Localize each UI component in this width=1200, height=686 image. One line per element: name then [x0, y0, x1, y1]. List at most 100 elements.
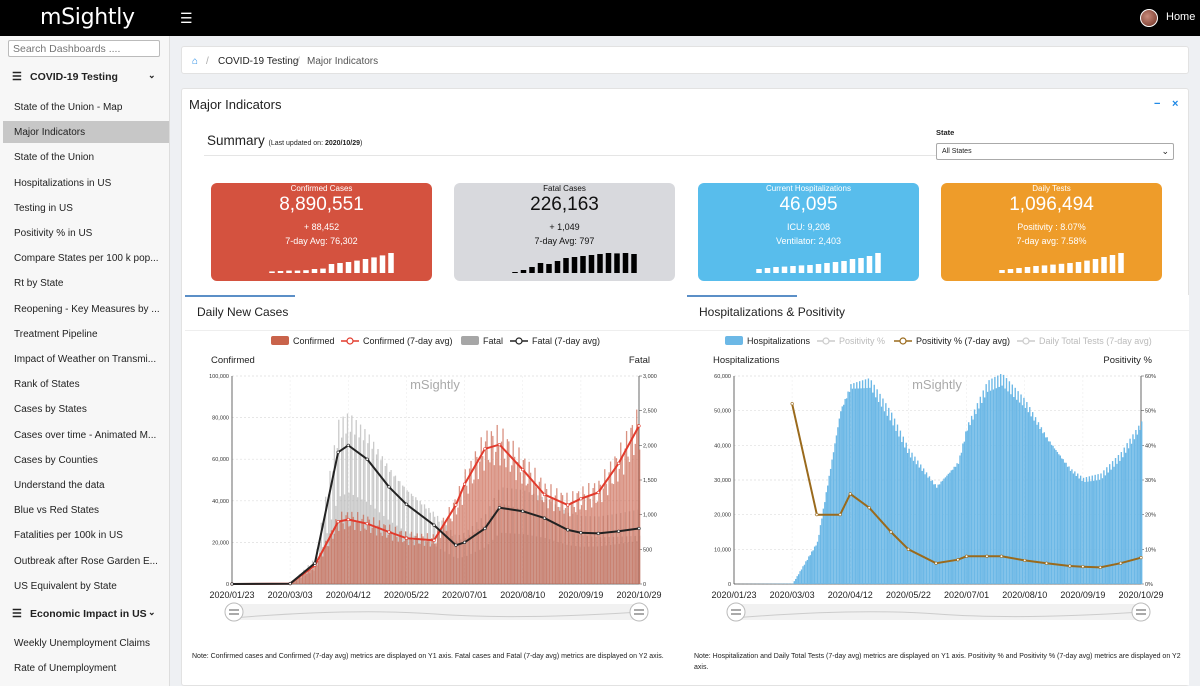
sidebar-item[interactable]: Cases by States — [14, 404, 87, 416]
hospitalization-bar — [880, 406, 883, 584]
sidebar-item[interactable]: Rate of Unemployment — [14, 663, 117, 675]
range-handle-left[interactable] — [726, 602, 746, 622]
range-handle-left[interactable] — [224, 602, 244, 622]
hospitalization-bar — [1068, 466, 1070, 584]
home-link[interactable]: Home — [1166, 11, 1196, 23]
chevron-down-icon: ⌄ — [1161, 146, 1169, 156]
confirmed-bar — [617, 481, 619, 584]
sidebar-item[interactable]: Blue vs Red States — [14, 505, 100, 517]
sparkline-bar — [546, 264, 552, 273]
confirmed-bar — [335, 519, 337, 584]
hospitalization-bar — [1005, 378, 1008, 584]
confirmed-bar — [357, 512, 359, 584]
breadcrumb-separator: / — [297, 56, 300, 67]
sidebar-item[interactable]: Impact of Weather on Transmi... — [14, 354, 157, 365]
sidebar-item[interactable]: Positivity % in US — [14, 228, 93, 239]
sidebar-item[interactable]: Compare States per 100 k pop... — [14, 253, 159, 265]
sidebar-item[interactable]: State of the Union — [14, 152, 95, 164]
fatal-bar — [341, 437, 343, 584]
app-logo[interactable]: mSightly — [40, 5, 135, 30]
sidebar-item[interactable]: Outbreak after Rose Garden E... — [14, 555, 158, 567]
confirmed-bar — [595, 502, 597, 584]
avatar[interactable] — [1140, 9, 1158, 27]
confirmed-bar — [428, 540, 430, 584]
confirmed-bar — [540, 477, 542, 584]
daily-new-cases-chart: Confirmed Confirmed (7-day avg) Fatal Fatal… — [209, 336, 662, 622]
confirmed-bar — [554, 495, 557, 584]
sparkline-bar — [1101, 257, 1107, 273]
fatal-avg-line-point — [365, 457, 369, 461]
menu-toggle-icon[interactable]: ☰ — [180, 10, 193, 26]
sparkline-bar — [756, 269, 762, 273]
confirmed-bar — [618, 468, 620, 584]
hospitalization-bar — [845, 398, 848, 584]
hospitalization-bar — [1052, 445, 1054, 584]
sidebar-item[interactable]: Cases by Counties — [14, 454, 98, 466]
hospitalization-bar — [1021, 405, 1024, 584]
hospitalization-bar — [1110, 469, 1112, 584]
sidebar-item[interactable]: Major Indicators — [3, 121, 169, 144]
search-input[interactable] — [8, 40, 160, 57]
legend-swatch[interactable] — [461, 336, 479, 345]
confirmed-bar — [406, 536, 408, 584]
sidebar-item[interactable]: Weekly Unemployment Claims — [14, 638, 150, 649]
sidebar-section-header[interactable]: ☰ Economic Impact in US ⌄ — [0, 602, 169, 626]
hospitalization-bar — [904, 447, 906, 584]
close-icon[interactable]: × — [1172, 98, 1179, 110]
sidebar-item[interactable]: US Equivalent by State — [14, 580, 117, 592]
sidebar-item[interactable]: Testing in US — [14, 202, 73, 214]
sidebar-item[interactable]: Reopening - Key Measures by ... — [14, 303, 160, 315]
sidebar-item[interactable]: Hospitalizations in US — [14, 177, 112, 189]
sidebar-item[interactable]: Understand the data — [14, 480, 105, 491]
hospitalization-bar — [1139, 429, 1141, 584]
minimize-icon[interactable]: − — [1154, 98, 1161, 110]
fatal-bar — [393, 476, 395, 584]
sidebar-item[interactable]: State of the Union - Map — [14, 102, 123, 113]
legend-swatch[interactable] — [725, 336, 743, 345]
confirmed-avg-line-point — [497, 443, 502, 447]
sparkline-bar — [1007, 269, 1014, 273]
confirmed-bar — [383, 524, 385, 584]
y2-axis-label: Fatal — [629, 355, 650, 366]
confirmed-bar — [435, 543, 437, 584]
range-handle-right[interactable] — [1131, 602, 1151, 622]
confirmed-bar — [436, 530, 439, 584]
confirmed-bar — [390, 531, 392, 584]
hospitalization-bar — [803, 564, 806, 584]
fatal-bar — [325, 496, 327, 584]
card-value: 46,095 — [779, 194, 838, 215]
sparkline-bar — [563, 258, 569, 273]
sidebar-item[interactable]: Treatment Pipeline — [14, 328, 98, 340]
sidebar-item[interactable]: Cases over time - Animated M... — [14, 429, 157, 441]
confirmed-bar — [620, 442, 622, 584]
sidebar-section-header[interactable]: ☰ COVID-19 Testing ⌄ — [0, 65, 169, 89]
hospitalization-bar — [1042, 433, 1044, 584]
sidebar-item[interactable]: Fatalities per 100k in US — [14, 530, 123, 542]
confirmed-bar — [426, 533, 429, 584]
y-tick-label: 40,000 — [714, 443, 731, 449]
positivity-avg-line-point — [838, 513, 842, 517]
legend-marker — [515, 337, 523, 345]
confirmed-bar — [509, 471, 511, 584]
state-select[interactable]: All States ⌄ — [936, 143, 1174, 160]
range-handle-right[interactable] — [629, 602, 649, 622]
hospitalization-bar — [1091, 475, 1093, 584]
fatal-avg-line-point — [387, 485, 391, 489]
hospitalization-bar — [1004, 388, 1006, 584]
legend-swatch[interactable] — [271, 336, 289, 345]
sidebar-item[interactable]: Rank of States — [14, 379, 80, 391]
y2-axis-label: Positivity % — [1103, 355, 1152, 366]
sparkline-bar — [1109, 255, 1116, 273]
fatal-bar — [367, 443, 369, 584]
breadcrumb-covid-testing[interactable]: COVID-19 Testing — [218, 56, 299, 67]
sidebar-item[interactable]: Rt by State — [14, 278, 64, 290]
confirmed-bar — [573, 506, 575, 584]
hospitalization-bar — [861, 380, 864, 584]
hospitalization-bar — [818, 534, 820, 584]
confirmed-bar — [444, 522, 446, 584]
summary-title: Summary (Last updated on: 2020/10/29) — [207, 133, 362, 148]
hospitalization-bar — [968, 422, 970, 584]
home-icon[interactable]: ⌂ — [192, 56, 199, 67]
confirmed-bar — [538, 481, 541, 584]
sparkline-bar — [554, 261, 561, 273]
